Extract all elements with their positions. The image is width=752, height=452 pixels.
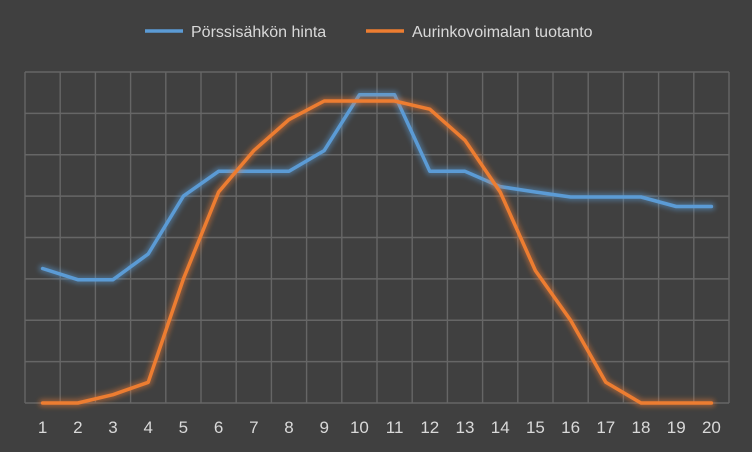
x-tick-label: 3	[108, 418, 117, 437]
x-tick-label: 5	[179, 418, 188, 437]
x-tick-label: 15	[526, 418, 545, 437]
series-line-2	[40, 99, 714, 405]
x-tick-label: 12	[420, 418, 439, 437]
x-tick-label: 6	[214, 418, 223, 437]
x-tick-label: 1	[38, 418, 47, 437]
x-tick-label: 11	[386, 418, 404, 437]
x-tick-label: 9	[319, 418, 328, 437]
x-tick-label: 8	[284, 418, 293, 437]
x-tick-label: 20	[702, 418, 721, 437]
x-tick-label: 4	[143, 418, 152, 437]
x-tick-label: 13	[456, 418, 475, 437]
x-tick-label: 18	[632, 418, 651, 437]
x-tick-label: 7	[249, 418, 258, 437]
x-tick-label: 17	[596, 418, 615, 437]
legend-label-2: Aurinkovoimalan tuotanto	[412, 24, 593, 41]
x-tick-label: 10	[350, 418, 369, 437]
legend: Pörssisähkön hinta Aurinkovoimalan tuotan…	[145, 24, 593, 41]
x-tick-label: 2	[73, 418, 82, 437]
gridlines	[24, 71, 730, 404]
x-tick-label: 16	[561, 418, 580, 437]
legend-label-1: Pörssisähkön hinta	[191, 24, 326, 41]
x-tick-label: 19	[667, 418, 686, 437]
x-axis-tick-labels: 1 2 3 4 5 6 7 8 9 10 11 12 13 14 15 16 17 18 19 20	[38, 418, 721, 437]
series-lines	[38, 90, 716, 407]
x-tick-label: 14	[491, 418, 510, 437]
series-line-1	[40, 93, 714, 282]
